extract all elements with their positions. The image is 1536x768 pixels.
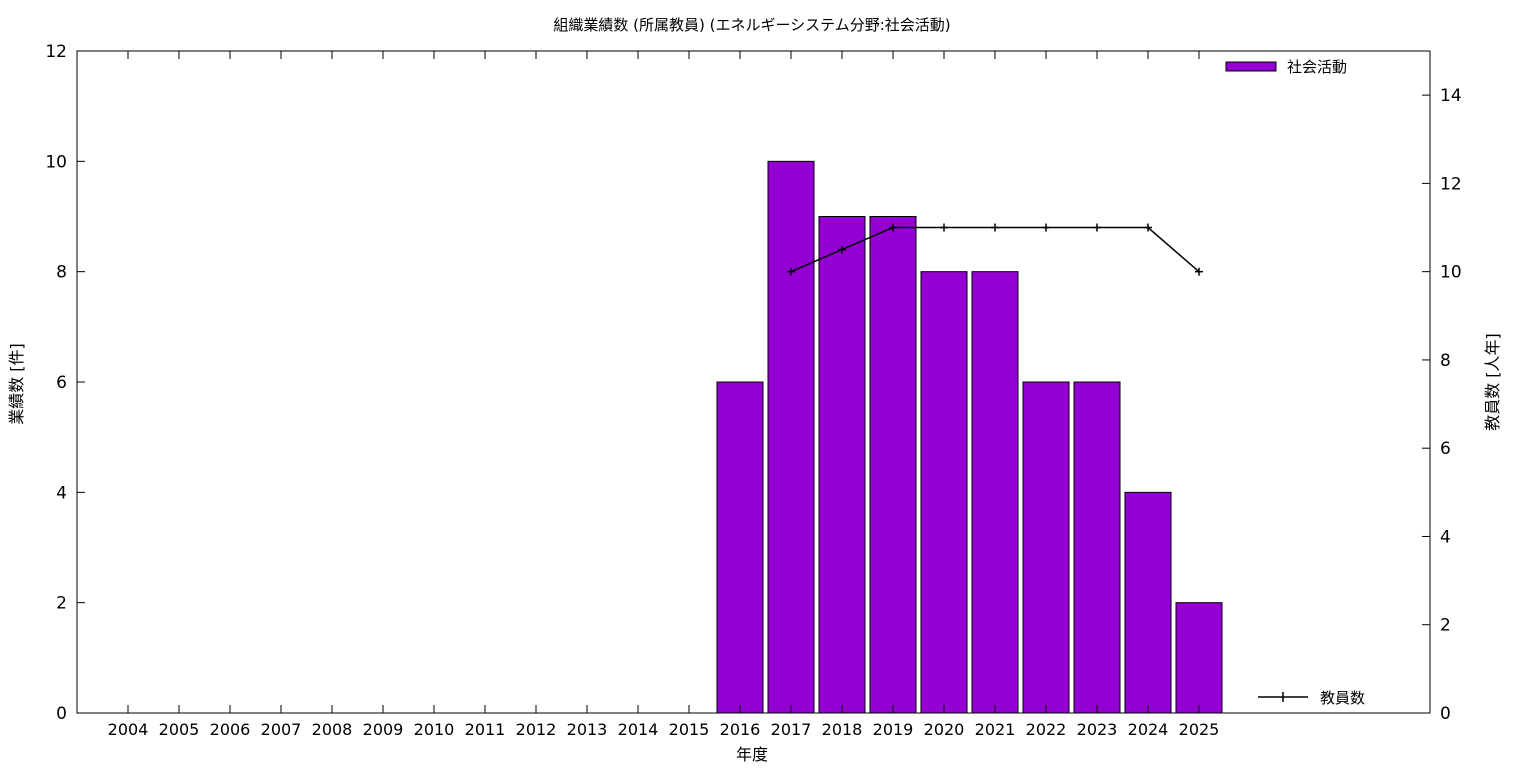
bar-2022 [1022, 381, 1070, 714]
y2-tick-label: 2 [1440, 616, 1451, 636]
bar-2018 [818, 216, 866, 714]
faculty-point-2022 [1042, 223, 1050, 232]
chart-title: 組織業績数 (所属教員) (エネルギーシステム分野:社会活動) [553, 16, 950, 34]
y2-axis-label: 教員数 [人年] [1483, 333, 1502, 431]
bar-2020 [920, 271, 968, 714]
x-tick-label: 2013 [567, 720, 608, 739]
x-tick-label: 2011 [465, 720, 506, 739]
x-tick-label: 2019 [873, 720, 914, 739]
y-tick-label: 0 [56, 704, 67, 724]
y2-tick-label: 4 [1440, 527, 1451, 547]
bar-2023 [1073, 381, 1121, 714]
x-tick-label: 2010 [414, 720, 455, 739]
x-tick-label: 2007 [261, 720, 302, 739]
bar-2024 [1124, 491, 1172, 714]
y2-tick-label: 0 [1440, 704, 1451, 724]
plot-frame [76, 50, 1431, 714]
line-group [787, 223, 1203, 276]
x-tick-label: 2022 [1026, 720, 1067, 739]
x-tick-label: 2020 [924, 720, 965, 739]
x-tick-label: 2018 [822, 720, 863, 739]
y-tick-label: 2 [56, 594, 67, 614]
legend-bar-swatch [1225, 61, 1277, 72]
y2-tick-label: 6 [1440, 439, 1451, 459]
x-tick-label: 2015 [669, 720, 710, 739]
faculty-point-2025 [1195, 267, 1203, 276]
x-tick-label: 2023 [1077, 720, 1118, 739]
x-tick-label: 2025 [1179, 720, 1220, 739]
bar-2021 [971, 271, 1019, 714]
x-tick-label: 2009 [363, 720, 404, 739]
axes-group: 0 2 4 6 8 10 12 0 2 4 6 8 10 12 14 2004 2005 2006 2007 2008… [45, 42, 1461, 739]
x-tick-label: 2014 [618, 720, 659, 739]
y-tick-label: 4 [56, 483, 67, 503]
x-tick-label: 2008 [312, 720, 353, 739]
y-tick-label: 10 [45, 152, 67, 172]
faculty-point-2019 [889, 223, 897, 232]
y2-tick-label: 14 [1440, 86, 1462, 106]
y-tick-label: 8 [56, 263, 67, 283]
y-axis-label: 業績数 [件] [7, 343, 26, 425]
x-tick-label: 2016 [720, 720, 761, 739]
faculty-point-2021 [991, 223, 999, 232]
bar-2025 [1175, 602, 1223, 714]
faculty-point-2023 [1093, 223, 1101, 232]
x-tick-label: 2017 [771, 720, 812, 739]
x-axis-label: 年度 [736, 745, 768, 764]
legend-bar-label: 社会活動 [1287, 58, 1347, 76]
x-tick-label: 2012 [516, 720, 557, 739]
bar-2019 [869, 216, 917, 714]
y2-tick-label: 10 [1440, 263, 1462, 283]
y-tick-label: 6 [56, 373, 67, 393]
bars-group [716, 160, 1223, 714]
x-tick-label: 2005 [159, 720, 200, 739]
y2-tick-label: 8 [1440, 351, 1451, 371]
legend-line: 教員数 [1258, 689, 1365, 707]
x-tick-label: 2021 [975, 720, 1016, 739]
faculty-point-2017 [787, 267, 795, 276]
x-tick-label: 2004 [108, 720, 149, 739]
y-tick-label: 12 [45, 42, 67, 62]
faculty-point-2024 [1144, 223, 1152, 232]
faculty-point-2020 [940, 223, 948, 232]
x-tick-label: 2024 [1128, 720, 1169, 739]
bar-2016 [716, 381, 764, 714]
x-tick-label: 2006 [210, 720, 251, 739]
legend-line-label: 教員数 [1320, 689, 1365, 707]
y2-tick-label: 12 [1440, 174, 1462, 194]
legend-bar: 社会活動 [1225, 58, 1347, 76]
faculty-point-2018 [838, 245, 846, 254]
bar-2017 [767, 160, 815, 714]
